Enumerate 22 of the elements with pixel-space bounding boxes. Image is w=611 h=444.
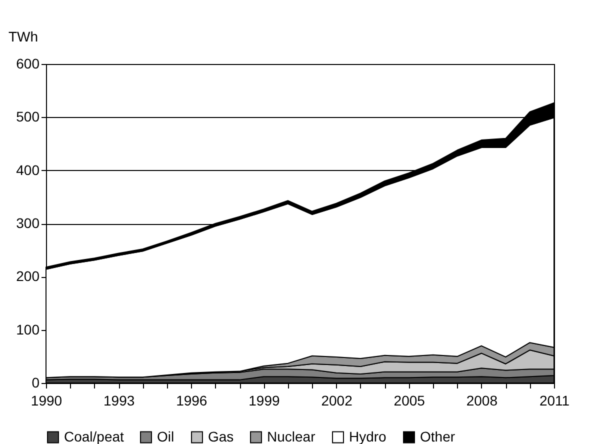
y-tick-label: 300 [16, 215, 40, 231]
x-tick-label: 1990 [30, 392, 62, 408]
x-tick-label: 1999 [248, 392, 280, 408]
x-tick-label: 1993 [103, 392, 135, 408]
x-tick-label: 2005 [394, 392, 426, 408]
legend-label: Gas [208, 428, 234, 444]
x-tick-label: 2011 [539, 392, 570, 408]
y-tick-label: 500 [16, 108, 40, 125]
y-tick-label: 0 [32, 374, 40, 390]
y-tick-label: 400 [16, 162, 40, 178]
x-tick-label: 1996 [176, 392, 208, 408]
y-tick-label: 200 [16, 268, 40, 284]
y-tick-label: 600 [16, 56, 40, 72]
legend-label: Hydro [349, 428, 387, 444]
x-tick-label: 2008 [466, 392, 498, 408]
legend-label: Coal/peat [64, 428, 124, 444]
legend-label: Nuclear [267, 428, 316, 444]
legend-label: Other [420, 428, 456, 444]
x-tick-label: 2002 [321, 392, 353, 408]
legend-label: Oil [157, 428, 174, 444]
y-tick-label: 100 [16, 321, 40, 338]
y-axis-title: TWh [8, 28, 38, 44]
